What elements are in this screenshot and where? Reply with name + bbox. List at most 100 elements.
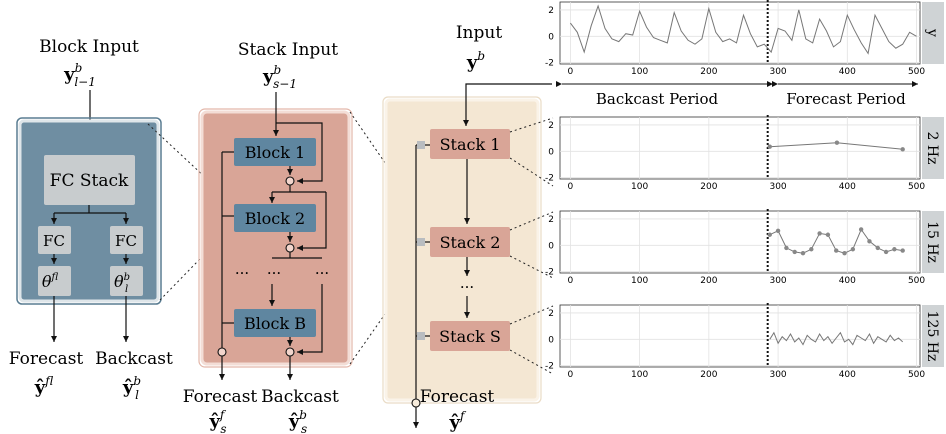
y-tick-label: 2 <box>548 6 554 16</box>
data-point <box>867 239 872 244</box>
block1-sum-node <box>285 176 295 186</box>
data-point <box>892 247 897 252</box>
stackS-label: Stack S <box>439 327 501 346</box>
fc-stack-label: FC Stack <box>50 171 129 191</box>
data-point <box>792 249 797 255</box>
x-tick-label: 300 <box>769 370 786 380</box>
y-tick-label: -2 <box>545 362 554 372</box>
block2-skip <box>297 192 327 251</box>
chart-panel-0: 0 100 200 300 400 500 2 0 -2 y <box>545 0 944 77</box>
y-tick-label: 0 <box>548 241 554 251</box>
data-point <box>875 245 880 251</box>
block1-box <box>234 138 316 166</box>
y-tick-label: 2 <box>548 121 554 131</box>
blockB-sum-node <box>285 347 295 357</box>
chart-panel-2: 0 100 200 300 400 500 2 0 -2 15 Hz <box>545 209 944 286</box>
x-tick-label: 100 <box>631 276 648 286</box>
panel-label: 125 Hz <box>924 311 940 362</box>
model-dots: ··· <box>460 278 474 296</box>
block1-label: Block 1 <box>245 143 305 162</box>
x-tick-label: 400 <box>839 182 856 192</box>
stack1-box <box>430 129 510 159</box>
x-tick-label: 400 <box>839 276 856 286</box>
theta-left-box <box>38 266 71 296</box>
panel-label-tab <box>922 305 944 367</box>
block-input-symbol: yb l−1 <box>63 61 96 89</box>
x-tick-label: 200 <box>700 67 717 77</box>
chart-frame <box>559 210 921 274</box>
stack-forecast-sum-node <box>217 347 227 357</box>
stack-forecast-symbol: ŷf s <box>208 408 226 434</box>
theta-right-box <box>110 266 143 296</box>
x-tick-label: 200 <box>700 182 717 192</box>
stackS-forecast-port <box>417 332 425 340</box>
fc-stack-box <box>44 155 135 205</box>
model-panel: Input yb Stack 1 Stack 2 ··· Stack S For… <box>382 23 552 433</box>
chart-panel-3: 0 100 200 300 400 500 2 0 -2 125 Hz <box>545 303 944 380</box>
x-tick-label: 200 <box>700 370 717 380</box>
x-tick-label: 0 <box>568 370 574 380</box>
zoom-line-s2-bottom <box>509 255 554 279</box>
theta-left-label: θfl <box>42 272 59 291</box>
fc-left-label: FC <box>43 232 65 250</box>
data-point <box>767 232 772 237</box>
chart-frame <box>559 304 921 368</box>
model-container-border <box>382 96 542 404</box>
zoom-line-sS-bottom <box>509 349 554 375</box>
stack2-forecast-port <box>417 238 425 246</box>
series-line <box>570 4 917 55</box>
block-container-border <box>16 117 162 305</box>
stack-panel: Stack Input yb s−1 Block 1 Block 2 ··· ··… <box>183 40 353 434</box>
panel-label-tab <box>922 117 944 179</box>
zoom-line-s1-bottom <box>509 157 554 187</box>
y-tick-label: 0 <box>548 147 554 157</box>
model-input-link <box>463 83 552 126</box>
x-tick-label: 500 <box>908 370 925 380</box>
fc-right-label: FC <box>115 232 137 250</box>
stack-backcast-symbol: ŷb s <box>288 408 307 434</box>
stack-input-label: Stack Input <box>238 40 338 60</box>
block1-skip <box>276 122 323 184</box>
panel-label-tab <box>922 211 944 273</box>
stackS-box <box>430 321 510 351</box>
y-tick-label: 2 <box>548 215 554 225</box>
y-tick-label: -2 <box>545 268 554 278</box>
x-tick-label: 0 <box>568 67 574 77</box>
theta-right-label: θb l <box>114 272 130 295</box>
x-tick-label: 500 <box>908 182 925 192</box>
model-input-label: Input <box>456 23 502 43</box>
model-forecast-label: Forecast <box>420 387 495 407</box>
x-tick-label: 400 <box>839 370 856 380</box>
data-point <box>834 140 840 145</box>
forecast-period-label: Forecast Period <box>786 90 906 108</box>
x-tick-label: 300 <box>769 182 786 192</box>
chart-frame <box>559 116 921 180</box>
stack2-label: Stack 2 <box>440 233 501 252</box>
stack1-forecast-port <box>417 141 425 149</box>
x-tick-label: 200 <box>700 276 717 286</box>
data-point <box>900 248 905 253</box>
data-point <box>800 251 806 256</box>
x-tick-label: 500 <box>908 67 925 77</box>
data-point <box>784 245 789 251</box>
data-point <box>858 227 864 232</box>
model-forecast-symbol: ŷf <box>449 409 467 433</box>
stack-backcast-label: Backcast <box>261 387 339 407</box>
block2-box <box>234 204 316 232</box>
block-backcast-label: Backcast <box>95 349 173 369</box>
x-tick-label: 100 <box>631 67 648 77</box>
stack-dots-left: ··· <box>235 264 249 282</box>
panel-label-tab <box>922 2 944 64</box>
y-tick-label: -2 <box>545 59 554 69</box>
fc-right-box <box>110 226 143 254</box>
data-point <box>850 247 856 252</box>
series-line <box>769 331 904 346</box>
data-point <box>842 251 847 256</box>
y-tick-label: 2 <box>548 309 554 319</box>
blockB-skip <box>297 284 323 355</box>
x-tick-label: 100 <box>631 370 648 380</box>
data-point <box>900 147 905 152</box>
period-annotations: Backcast Period Forecast Period <box>556 81 918 108</box>
x-tick-label: 400 <box>839 67 856 77</box>
